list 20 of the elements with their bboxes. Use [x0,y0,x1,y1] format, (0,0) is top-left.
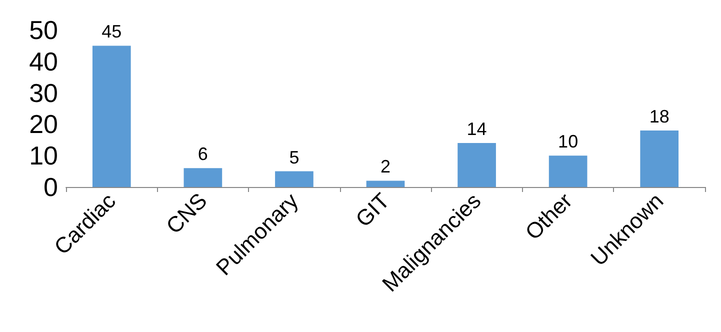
data-label: 5 [289,147,300,168]
y-tick-label: 10 [29,140,58,171]
bar [275,171,314,187]
data-label: 2 [380,156,391,177]
bar [640,130,679,187]
y-tick-label: 20 [29,109,58,140]
y-tick-label: 40 [29,46,58,76]
bar [92,46,131,187]
bar [548,156,588,187]
data-label: 45 [102,22,122,42]
data-label: 10 [558,132,578,152]
bar [458,143,496,187]
bar [184,168,222,187]
y-tick-label: 0 [44,172,58,202]
bar [366,180,405,187]
data-label: 18 [649,106,670,126]
y-tick-label: 50 [29,15,58,45]
data-label: 14 [466,119,487,140]
y-tick-label: 30 [29,78,58,108]
data-label: 6 [198,144,208,164]
